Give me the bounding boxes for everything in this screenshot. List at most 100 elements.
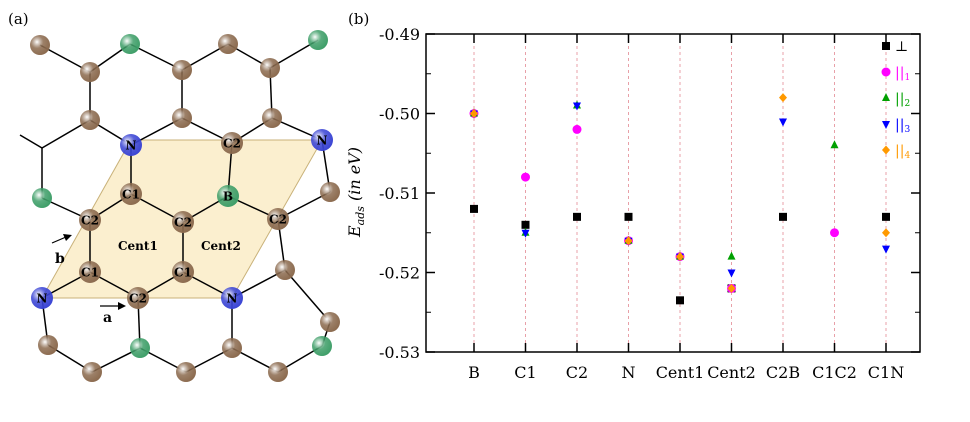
background-atoms: [30, 30, 340, 382]
y-axis-ticks: -0.53 -0.52 -0.51 -0.50 -0.49: [379, 25, 920, 362]
bond: [284, 269, 331, 323]
atom-label: C2: [81, 214, 99, 228]
x-tick-label: C1N: [868, 363, 904, 382]
point-cent2-s4: [727, 283, 736, 293]
atom-label: C2: [269, 213, 287, 227]
point-c2-s3: [573, 102, 581, 111]
atom-c: [80, 110, 100, 130]
legend-marker: [882, 93, 890, 101]
legend-marker: [882, 145, 890, 155]
x-tick-label: C1C2: [812, 363, 857, 382]
y-tick-label: -0.51: [379, 184, 420, 203]
x-axis-ticks: B C1 C2 N Cent1 Cent2 C2B C1C2 C1N: [468, 34, 904, 382]
y-axis-label-main: E: [345, 225, 364, 238]
y-axis-label-sub: ads: [354, 206, 367, 226]
point-c1-s0: [521, 220, 530, 229]
point-cent1-s4: [676, 252, 684, 262]
atom-b: [120, 34, 140, 54]
atom-b: [308, 30, 328, 50]
atom-c: [262, 108, 282, 128]
atom-n: [31, 287, 53, 309]
atom-b: [130, 338, 150, 358]
x-tick-label: C1: [514, 363, 536, 382]
atom-label: N: [317, 134, 328, 148]
atom-c: [82, 362, 102, 382]
site-label-cent2: Cent2: [201, 239, 241, 253]
atom-label: C1: [81, 266, 99, 280]
atom-n: [221, 287, 243, 309]
y-tick-label: -0.52: [379, 264, 420, 283]
legend-marker: [881, 67, 891, 77]
atom-label: C2: [174, 216, 192, 230]
point-c1n-s3: [882, 245, 890, 254]
atom-c: [222, 338, 242, 358]
point-c1-s1: [521, 172, 530, 182]
atom-c: [172, 261, 194, 283]
atom-c: [79, 261, 101, 283]
x-tick-label: C2B: [766, 363, 800, 382]
y-tick-label: -0.53: [379, 343, 420, 362]
legend-marker: [882, 42, 890, 50]
atom-c: [38, 335, 58, 355]
point-n-s4: [624, 236, 633, 246]
y-axis-label-unit: (in eV): [345, 147, 364, 206]
point-c1n-s0: [882, 212, 890, 221]
atom-c: [221, 132, 243, 154]
point-cent2-s2: [727, 251, 736, 260]
atom-b: [312, 336, 332, 356]
legend: ⊥ ||1 ||2 ||3 ||4: [881, 39, 910, 161]
atom-c: [267, 208, 289, 230]
y-tick-label: -0.50: [379, 105, 420, 124]
atom-n: [120, 134, 142, 156]
panel-a-label: (a): [8, 10, 29, 28]
atom-label: C2: [223, 137, 241, 151]
legend-label: ||1: [895, 65, 910, 83]
point-c2-s0: [573, 212, 581, 221]
atom-label: B: [223, 190, 233, 204]
atom-c: [268, 362, 288, 382]
energy-chart: (b) -0.53-0.52-0.51-0.50-0.49 B C1 C2 N Cent…: [345, 10, 921, 382]
atom-c: [172, 211, 194, 233]
x-tick-label: N: [622, 363, 636, 382]
point-c2b-s0: [779, 212, 787, 221]
atom-label: C1: [174, 266, 192, 280]
atom-label: N: [227, 292, 238, 306]
vector-b-label: b: [55, 251, 65, 267]
legend-label: ||4: [895, 143, 910, 161]
labeled-atoms: N C2 N C1 B C2 C2 C2 C1 C1 N C2 N: [31, 129, 333, 309]
atom-label: C2: [129, 292, 147, 306]
panel-b-label: (b): [348, 10, 369, 28]
lattice-vector-b: b: [51, 234, 72, 267]
atom-c: [260, 58, 280, 78]
point-c1c2-s2: [830, 140, 839, 149]
lattice-vector-a: a: [100, 302, 126, 326]
atom-c: [275, 260, 295, 280]
point-c2b-s4: [779, 93, 787, 103]
y-tick-label: -0.49: [379, 25, 420, 44]
legend-label: ||2: [895, 91, 910, 109]
legend-label: ||3: [895, 117, 910, 135]
atom-c: [79, 209, 101, 231]
point-n-s0: [624, 212, 633, 221]
site-label-cent1: Cent1: [118, 239, 158, 253]
x-tick-label: C2: [566, 363, 588, 382]
plot-frame: [425, 33, 921, 353]
point-b-s0: [470, 204, 478, 213]
atom-c: [127, 287, 149, 309]
atom-c: [172, 108, 192, 128]
point-cent1-s0: [676, 296, 684, 305]
point-cent2-s3: [727, 269, 736, 278]
atom-b: [217, 185, 239, 207]
vector-a-label: a: [103, 310, 112, 326]
atom-c: [320, 312, 340, 332]
point-c2b-s3: [779, 118, 787, 127]
x-tick-label: Cent2: [707, 363, 756, 382]
x-tick-label: B: [468, 363, 480, 382]
atom-label: C1: [122, 188, 140, 202]
point-c2-s1: [572, 124, 582, 134]
point-c1n-s4: [882, 228, 890, 238]
atom-c: [176, 362, 196, 382]
atom-c: [30, 35, 50, 55]
atom-c: [80, 62, 100, 82]
